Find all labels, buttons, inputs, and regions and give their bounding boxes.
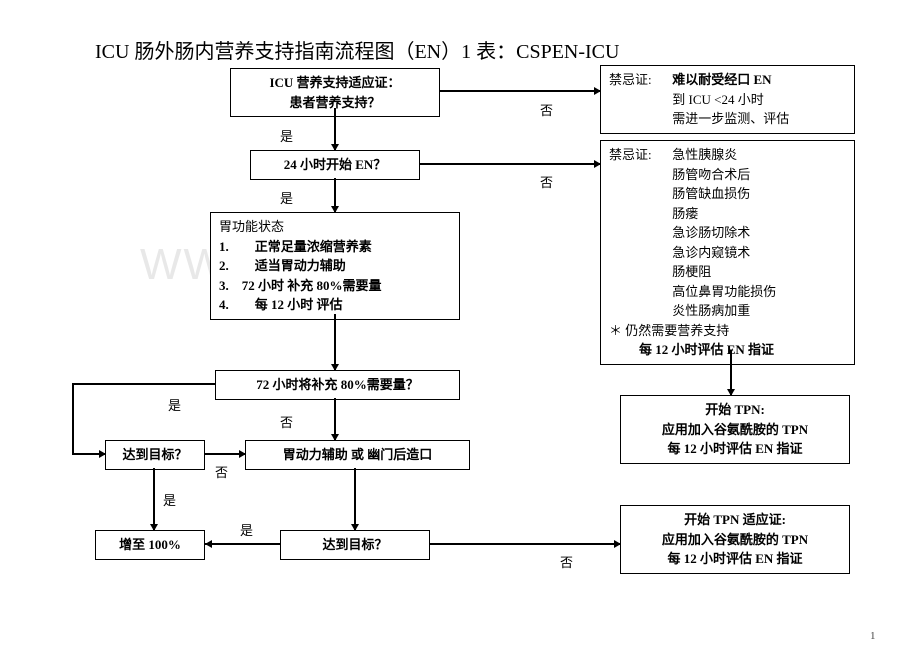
arrow-head bbox=[205, 540, 212, 548]
b3-1: 1. 正常足量浓缩营养素 bbox=[219, 237, 451, 257]
arrow-head bbox=[594, 87, 601, 95]
c2-5: 急诊肠切除术 bbox=[672, 223, 776, 243]
c2-t: 禁忌证: bbox=[609, 145, 669, 165]
box-prokinetic: 胃动力辅助 或 幽门后造口 bbox=[245, 440, 470, 470]
c2-2: 肠管吻合术后 bbox=[672, 165, 776, 185]
c1-1: 难以耐受经口 EN bbox=[672, 70, 789, 90]
box-100pct: 增至 100% bbox=[95, 530, 205, 560]
c2-7: 肠梗阻 bbox=[672, 262, 776, 282]
page-title: ICU 肠外肠内营养支持指南流程图（EN）1 表：CSPEN-ICU bbox=[95, 35, 619, 64]
c4-1: 开始 TPN 适应证: bbox=[629, 510, 841, 530]
label-no: 否 bbox=[560, 552, 573, 571]
arrow bbox=[354, 468, 356, 530]
arrow-head bbox=[614, 540, 621, 548]
c2-6: 急诊内窥镜术 bbox=[672, 243, 776, 263]
c4-3: 每 12 小时评估 EN 指证 bbox=[629, 549, 841, 569]
arrow bbox=[72, 383, 215, 385]
c3-2: 应用加入谷氨酰胺的 TPN bbox=[629, 420, 841, 440]
arrow-head bbox=[727, 389, 735, 396]
box-tpn-start: 开始 TPN: 应用加入谷氨酰胺的 TPN 每 12 小时评估 EN 指证 bbox=[620, 395, 850, 464]
label-no: 否 bbox=[215, 462, 228, 481]
c2-9: 炎性肠病加重 bbox=[672, 301, 776, 321]
arrow bbox=[440, 90, 600, 92]
label-no: 否 bbox=[280, 412, 293, 431]
c2-4: 肠瘘 bbox=[672, 204, 776, 224]
c2-3: 肠管缺血损伤 bbox=[672, 184, 776, 204]
page-number: 1 bbox=[870, 630, 876, 642]
box-contra-1: 禁忌证: 难以耐受经口 EN 到 ICU <24 小时 需进一步监测、评估 bbox=[600, 65, 855, 134]
c2-10: ＊ 仍然需要营养支持 bbox=[609, 321, 846, 341]
arrow bbox=[153, 468, 155, 530]
box-tpn-indication: 开始 TPN 适应证: 应用加入谷氨酰胺的 TPN 每 12 小时评估 EN 指… bbox=[620, 505, 850, 574]
c2-8: 高位鼻胃功能损伤 bbox=[672, 282, 776, 302]
box-72h-80: 72 小时将补充 80%需要量？ bbox=[215, 370, 460, 400]
arrow-head bbox=[239, 450, 246, 458]
b3-title: 胃功能状态 bbox=[219, 217, 451, 237]
arrow bbox=[205, 543, 280, 545]
c4-2: 应用加入谷氨酰胺的 TPN bbox=[629, 530, 841, 550]
arrow-head bbox=[331, 144, 339, 151]
arrow-head bbox=[99, 450, 106, 458]
label-no: 否 bbox=[540, 172, 553, 191]
label-yes: 是 bbox=[240, 520, 253, 539]
c3-1: 开始 TPN: bbox=[629, 400, 841, 420]
arrow bbox=[72, 383, 74, 453]
arrow-head bbox=[331, 364, 339, 371]
box-stomach-status: 胃功能状态 1. 正常足量浓缩营养素 2. 适当胃动力辅助 3. 72 小时 补… bbox=[210, 212, 460, 320]
label-yes: 是 bbox=[280, 188, 293, 207]
arrow-head bbox=[150, 524, 158, 531]
box-goal-2: 达到目标？ bbox=[280, 530, 430, 560]
arrow-head bbox=[594, 160, 601, 168]
c2-1: 急性胰腺炎 bbox=[672, 145, 776, 165]
c3-3: 每 12 小时评估 EN 指证 bbox=[629, 439, 841, 459]
c1-3: 需进一步监测、评估 bbox=[672, 109, 789, 129]
c1-t: 禁忌证: bbox=[609, 70, 669, 90]
arrow bbox=[420, 163, 600, 165]
box-contra-2: 禁忌证: 急性胰腺炎 肠管吻合术后 肠管缺血损伤 肠瘘 急诊肠切除术 急诊内窥镜… bbox=[600, 140, 855, 365]
box-goal-1: 达到目标？ bbox=[105, 440, 205, 470]
arrow-head bbox=[331, 434, 339, 441]
c1-2: 到 ICU <24 小时 bbox=[672, 90, 789, 110]
b3-2: 2. 适当胃动力辅助 bbox=[219, 256, 451, 276]
arrow bbox=[430, 543, 620, 545]
c2-11: 每 12 小时评估 EN 指证 bbox=[609, 340, 846, 360]
arrow bbox=[334, 314, 336, 370]
b3-4: 4. 每 12 小时 评估 bbox=[219, 295, 451, 315]
arrow-head bbox=[351, 524, 359, 531]
b3-3: 3. 72 小时 补充 80%需要量 bbox=[219, 276, 451, 296]
label-yes: 是 bbox=[168, 395, 181, 414]
label-no: 否 bbox=[540, 100, 553, 119]
label-yes: 是 bbox=[280, 126, 293, 145]
arrow-head bbox=[331, 206, 339, 213]
box-24h-en: 24 小时开始 EN？ bbox=[250, 150, 420, 180]
b1-l1: ICU 营养支持适应证： bbox=[239, 73, 431, 93]
label-yes: 是 bbox=[163, 490, 176, 509]
